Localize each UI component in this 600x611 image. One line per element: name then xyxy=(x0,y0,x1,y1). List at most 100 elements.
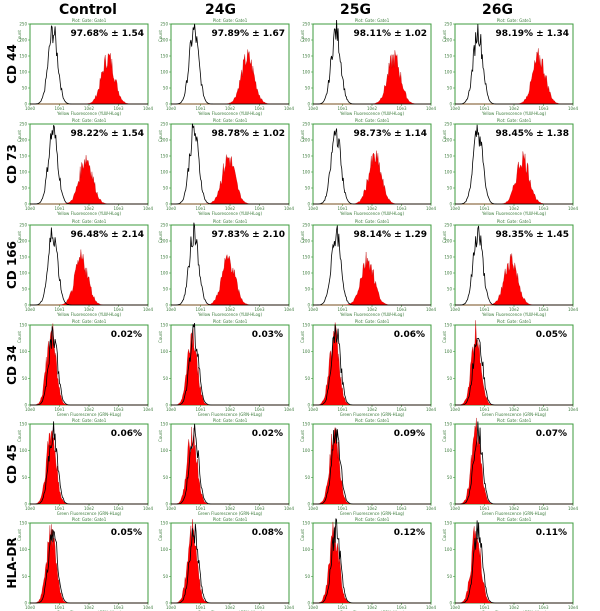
control-histogram xyxy=(455,337,573,406)
histogram-panel: Plot: Gate: Gate1 Count 0 50 100 150 10e0 10e1 1… xyxy=(442,319,578,417)
x-tick-label: 10e0 xyxy=(308,106,319,111)
x-tick-label: 10e3 xyxy=(254,605,265,610)
percent-positive-label: 0.12% xyxy=(394,528,425,538)
y-axis-label: Count xyxy=(442,130,447,142)
x-tick-label: 10e4 xyxy=(568,506,579,511)
y-tick-label: 150 xyxy=(19,521,27,526)
y-tick-label: 50 xyxy=(22,86,28,91)
x-tick-label: 10e3 xyxy=(538,106,549,111)
y-tick-label: 100 xyxy=(444,271,452,276)
histogram-panel: Plot: Gate: Gate1 Count 0 50 100 150 200 250 10e… xyxy=(158,118,294,216)
histogram-panel: Plot: Gate: Gate1 Count 0 50 100 150 10e0 10e1 1… xyxy=(158,517,294,611)
y-tick-label: 50 xyxy=(305,475,311,480)
x-tick-label: 10e3 xyxy=(113,506,124,511)
x-tick-label: 10e1 xyxy=(54,106,65,111)
y-tick-label: 100 xyxy=(302,271,310,276)
y-tick-label: 100 xyxy=(160,170,168,175)
plot-frame xyxy=(29,23,149,105)
y-axis-label: Count xyxy=(300,231,305,243)
y-tick-label: 50 xyxy=(163,86,169,91)
percent-positive-label: 0.02% xyxy=(252,429,283,439)
y-tick-label: 150 xyxy=(444,54,452,59)
x-tick-label: 10e1 xyxy=(479,106,490,111)
y-tick-label: 0 xyxy=(449,303,452,308)
row-label: CD 34 xyxy=(5,345,19,385)
y-axis-label: Count xyxy=(17,529,22,541)
y-tick-label: 150 xyxy=(160,255,168,260)
y-tick-label: 50 xyxy=(22,287,28,292)
x-tick-label: 10e2 xyxy=(225,605,236,610)
control-histogram xyxy=(30,124,148,205)
plot-title: Plot: Gate: Gate1 xyxy=(497,18,532,23)
y-tick-label: 50 xyxy=(447,574,453,579)
y-axis-label: Count xyxy=(17,130,22,142)
x-tick-label: 10e2 xyxy=(367,506,378,511)
histogram-panel: Plot: Gate: Gate1 Count 0 50 100 150 200 250 10e… xyxy=(442,219,578,317)
row-label: CD 73 xyxy=(5,144,19,184)
y-tick-label: 0 xyxy=(449,202,452,207)
x-tick-label: 10e3 xyxy=(396,206,407,211)
y-tick-label: 0 xyxy=(165,202,168,207)
control-histogram xyxy=(30,25,148,105)
histogram-panel: Plot: Gate: Gate1 Count 0 50 100 150 10e0 10e1 1… xyxy=(300,517,436,611)
histogram-panel: Plot: Gate: Gate1 Count 0 50 100 150 200 250 10e… xyxy=(442,118,578,216)
x-tick-label: 10e3 xyxy=(538,506,549,511)
x-tick-label: 10e2 xyxy=(84,206,95,211)
y-tick-label: 150 xyxy=(19,255,27,260)
x-tick-label: 10e1 xyxy=(54,206,65,211)
x-tick-label: 10e1 xyxy=(479,307,490,312)
plot-title: Plot: Gate: Gate1 xyxy=(497,418,532,423)
y-tick-label: 0 xyxy=(165,303,168,308)
y-tick-label: 0 xyxy=(24,403,27,408)
y-tick-label: 250 xyxy=(160,22,168,27)
histogram-panel: Plot: Gate: Gate1 Count 0 50 100 150 10e0 10e1 1… xyxy=(17,319,153,417)
y-tick-label: 150 xyxy=(160,154,168,159)
x-tick-label: 10e0 xyxy=(25,506,36,511)
y-tick-label: 200 xyxy=(19,239,27,244)
plot-title: Plot: Gate: Gate1 xyxy=(72,319,107,324)
x-tick-label: 10e3 xyxy=(538,605,549,610)
plot-title: Plot: Gate: Gate1 xyxy=(72,219,107,224)
x-tick-label: 10e1 xyxy=(337,605,348,610)
y-tick-label: 200 xyxy=(302,38,310,43)
x-tick-label: 10e2 xyxy=(367,106,378,111)
percent-positive-label: 98.73% ± 1.14 xyxy=(354,129,428,139)
percent-positive-label: 98.11% ± 1.02 xyxy=(354,29,428,39)
column-header: 26G xyxy=(482,2,513,18)
control-histogram xyxy=(313,324,431,406)
x-tick-label: 10e4 xyxy=(284,407,295,412)
percent-positive-label: 0.07% xyxy=(536,429,567,439)
y-axis-label: Count xyxy=(17,331,22,343)
x-axis-label: Green Fluorescence (GRN-HLog) xyxy=(57,511,122,516)
y-tick-label: 150 xyxy=(444,521,452,526)
y-tick-label: 0 xyxy=(307,601,310,606)
x-tick-label: 10e4 xyxy=(284,106,295,111)
x-tick-label: 10e2 xyxy=(509,206,520,211)
y-tick-label: 50 xyxy=(305,287,311,292)
x-tick-label: 10e1 xyxy=(195,506,206,511)
control-histogram xyxy=(30,421,148,505)
y-tick-label: 100 xyxy=(302,70,310,75)
y-tick-label: 100 xyxy=(19,170,27,175)
row-label: HLA-DR xyxy=(5,537,19,588)
y-tick-label: 50 xyxy=(447,376,453,381)
plot-title: Plot: Gate: Gate1 xyxy=(355,418,390,423)
x-axis-label: Yellow Fluorescence (YLW-HLog) xyxy=(339,111,404,116)
y-axis-label: Count xyxy=(442,529,447,541)
x-tick-label: 10e1 xyxy=(479,506,490,511)
control-histogram xyxy=(313,518,431,604)
y-tick-label: 50 xyxy=(22,475,28,480)
column-header: 25G xyxy=(340,2,371,18)
y-tick-label: 100 xyxy=(444,170,452,175)
y-tick-label: 250 xyxy=(19,223,27,228)
y-tick-label: 50 xyxy=(22,376,28,381)
y-tick-label: 100 xyxy=(302,349,310,354)
x-tick-label: 10e0 xyxy=(25,605,36,610)
histogram-panel: Plot: Gate: Gate1 Count 0 50 100 150 200 250 10e… xyxy=(17,219,153,317)
x-tick-label: 10e0 xyxy=(166,106,177,111)
y-tick-label: 0 xyxy=(165,502,168,507)
y-tick-label: 0 xyxy=(165,403,168,408)
control-histogram xyxy=(171,423,289,505)
y-tick-label: 100 xyxy=(19,349,27,354)
x-tick-label: 10e0 xyxy=(25,106,36,111)
